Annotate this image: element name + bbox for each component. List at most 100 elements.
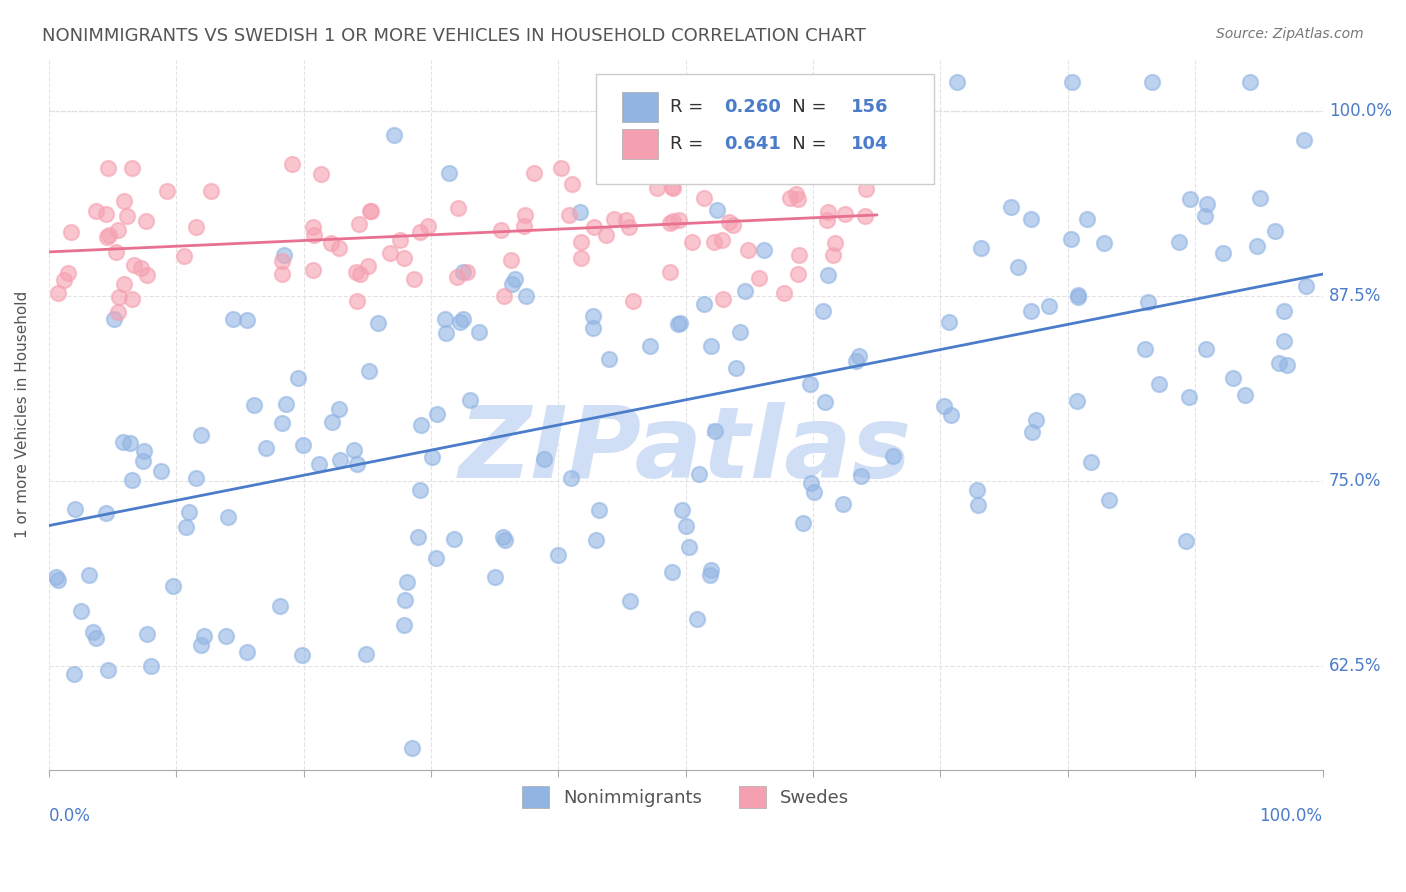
Point [271, 268, 294, 282]
Point [392, 617, 415, 632]
Point [367, 317, 389, 331]
Point [855, 182, 877, 196]
Point [98, 227, 121, 242]
Point [853, 210, 876, 224]
Point [692, 164, 714, 178]
Point [329, 453, 352, 467]
Point [52, 272, 75, 286]
Point [59, 225, 82, 239]
Point [619, 594, 641, 608]
Point [718, 214, 741, 228]
Point [162, 578, 184, 592]
Point [1098, 492, 1121, 507]
Point [638, 339, 661, 353]
Point [734, 284, 756, 298]
Text: N =: N = [775, 135, 832, 153]
Point [458, 392, 481, 407]
Point [662, 214, 685, 228]
Point [515, 208, 537, 222]
Point [451, 265, 474, 279]
Point [547, 548, 569, 562]
Point [1000, 200, 1022, 214]
Point [321, 415, 343, 429]
Point [489, 223, 512, 237]
Point [401, 740, 423, 755]
Point [384, 128, 406, 143]
Point [1239, 75, 1261, 89]
Point [129, 261, 152, 276]
Point [271, 253, 294, 268]
Point [824, 235, 846, 250]
Point [595, 228, 617, 243]
Point [82, 625, 104, 640]
Point [1059, 232, 1081, 246]
Text: 156: 156 [851, 98, 889, 116]
Point [434, 326, 457, 341]
Point [703, 235, 725, 250]
Point [200, 184, 222, 198]
Text: 87.5%: 87.5% [1329, 287, 1381, 305]
Text: 100.0%: 100.0% [1329, 103, 1392, 120]
Point [190, 427, 212, 442]
Point [693, 297, 716, 311]
Point [356, 647, 378, 661]
Point [45, 570, 67, 584]
Point [177, 504, 200, 518]
Point [817, 205, 839, 219]
Point [647, 181, 669, 195]
Point [834, 207, 856, 221]
Point [359, 204, 381, 219]
Point [156, 184, 179, 198]
Point [560, 471, 582, 485]
Point [688, 467, 710, 482]
Point [112, 277, 135, 291]
Point [174, 519, 197, 533]
Point [344, 265, 367, 279]
Point [588, 502, 610, 516]
Point [752, 243, 775, 257]
Point [1222, 371, 1244, 385]
Point [681, 235, 703, 249]
Point [569, 204, 592, 219]
Point [711, 292, 734, 306]
Point [217, 509, 239, 524]
Point [380, 246, 402, 260]
Point [135, 214, 157, 228]
Point [1264, 224, 1286, 238]
Point [409, 483, 432, 498]
Point [84, 631, 107, 645]
Point [505, 272, 527, 286]
Point [118, 436, 141, 450]
Point [349, 267, 371, 281]
Point [1249, 190, 1271, 204]
Point [190, 638, 212, 652]
Point [492, 289, 515, 303]
Point [501, 277, 523, 292]
Point [910, 126, 932, 140]
Text: N =: N = [775, 98, 832, 116]
Point [710, 233, 733, 247]
Point [1038, 299, 1060, 313]
Point [792, 516, 814, 530]
Legend: Nonimmigrants, Swedes: Nonimmigrants, Swedes [513, 778, 858, 817]
Point [269, 599, 291, 613]
Point [1007, 260, 1029, 274]
Point [966, 483, 988, 497]
Point [236, 313, 259, 327]
Point [785, 187, 807, 202]
Point [328, 401, 350, 416]
Point [569, 235, 592, 249]
Point [808, 163, 831, 178]
Point [273, 247, 295, 261]
Point [803, 484, 825, 499]
Point [779, 191, 801, 205]
Point [1133, 342, 1156, 356]
Point [46, 286, 69, 301]
Point [800, 475, 823, 490]
Point [617, 219, 640, 234]
Point [132, 454, 155, 468]
Point [77, 568, 100, 582]
Point [360, 203, 382, 218]
Point [1021, 425, 1043, 439]
Point [666, 318, 689, 332]
